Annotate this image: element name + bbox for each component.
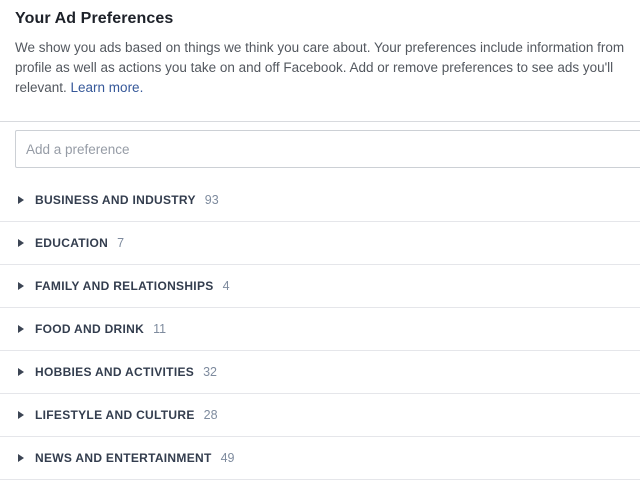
- category-count: 32: [203, 365, 217, 379]
- category-label: HOBBIES AND ACTIVITIES: [35, 365, 195, 379]
- learn-more-link[interactable]: Learn more.: [70, 80, 144, 95]
- expand-caret-icon: [18, 368, 24, 376]
- category-label: FAMILY AND RELATIONSHIPS: [35, 279, 214, 293]
- description-line-3-text: relevant.: [15, 80, 71, 95]
- category-row-food-and-drink[interactable]: FOOD AND DRINK 11: [0, 308, 640, 351]
- category-row-education[interactable]: EDUCATION 7: [0, 222, 640, 265]
- category-count: 4: [222, 279, 230, 293]
- category-label: EDUCATION: [35, 236, 109, 250]
- category-count: 11: [153, 322, 167, 336]
- category-label: NEWS AND ENTERTAINMENT: [35, 451, 212, 465]
- category-list: BUSINESS AND INDUSTRY 93 EDUCATION 7 FAM…: [0, 179, 640, 480]
- category-label: BUSINESS AND INDUSTRY: [35, 193, 196, 207]
- category-row-family-and-relationships[interactable]: FAMILY AND RELATIONSHIPS 4: [0, 265, 640, 308]
- section-divider: [0, 121, 640, 122]
- expand-caret-icon: [18, 239, 24, 247]
- category-row-business-and-industry[interactable]: BUSINESS AND INDUSTRY 93: [0, 179, 640, 222]
- page-description: We show you ads based on things we think…: [15, 38, 624, 98]
- expand-caret-icon: [18, 282, 24, 290]
- category-row-news-and-entertainment[interactable]: NEWS AND ENTERTAINMENT 49: [0, 437, 640, 480]
- description-line-2: profile as well as actions you take on a…: [15, 60, 614, 75]
- expand-caret-icon: [18, 325, 24, 333]
- category-row-hobbies-and-activities[interactable]: HOBBIES AND ACTIVITIES 32: [0, 351, 640, 394]
- category-count: 28: [203, 408, 218, 422]
- category-count: 93: [204, 193, 219, 207]
- page-title: Your Ad Preferences: [15, 10, 174, 27]
- expand-caret-icon: [18, 454, 24, 462]
- add-preference-input[interactable]: [15, 130, 640, 168]
- expand-caret-icon: [18, 411, 24, 419]
- category-label: LIFESTYLE AND CULTURE: [35, 408, 195, 422]
- category-row-lifestyle-and-culture[interactable]: LIFESTYLE AND CULTURE 28: [0, 394, 640, 437]
- expand-caret-icon: [18, 196, 24, 204]
- category-label: FOOD AND DRINK: [35, 322, 145, 336]
- category-count: 7: [117, 236, 125, 250]
- description-line-1: We show you ads based on things we think…: [15, 40, 625, 55]
- category-count: 49: [220, 451, 235, 465]
- description-line-3: relevant. Learn more.: [15, 78, 624, 98]
